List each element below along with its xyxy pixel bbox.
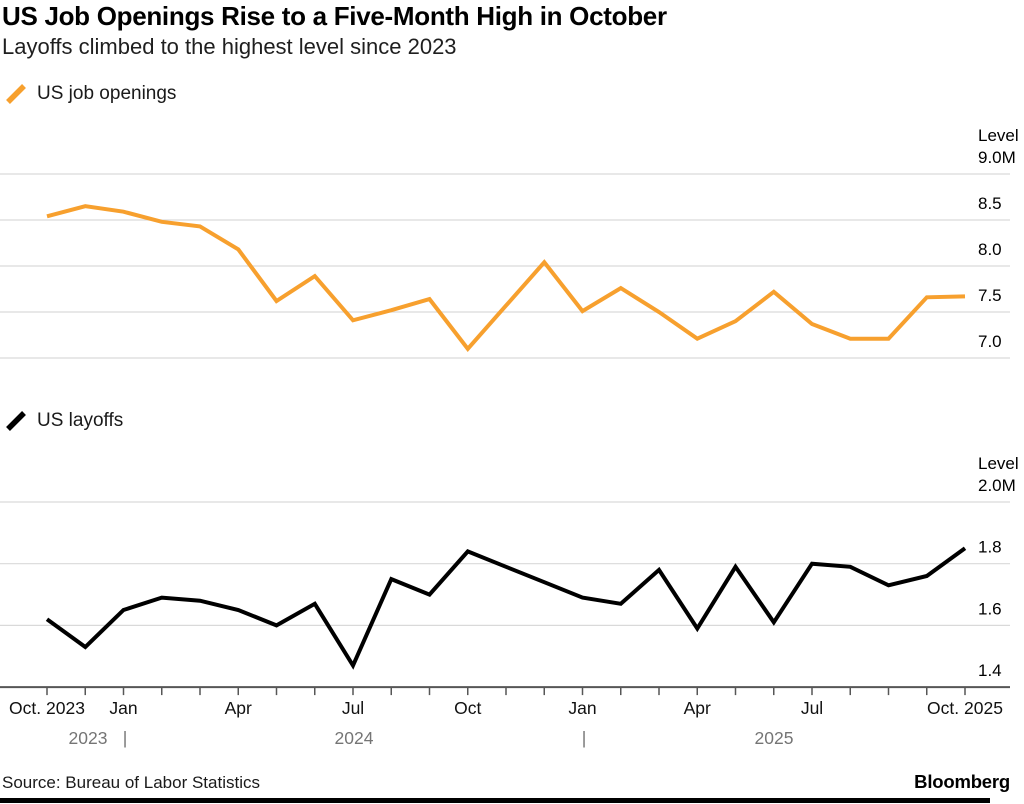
y-tick-label: 9.0M: [978, 148, 1016, 167]
legend-job-openings-label: US job openings: [37, 83, 177, 104]
legend-job-openings: US job openings: [5, 83, 176, 105]
year-label: 2024: [335, 728, 374, 748]
y-tick-label: 1.8: [978, 538, 1002, 557]
month-tick-label: Apr: [225, 698, 252, 718]
y-tick-label: 2.0M: [978, 476, 1016, 495]
legend-layoffs-label: US layoffs: [37, 410, 124, 431]
y-tick-label: 8.5: [978, 194, 1002, 213]
month-tick-label: Oct: [454, 698, 481, 718]
month-tick-label: Jul: [342, 698, 364, 718]
layoffs-line: [45, 546, 967, 670]
black-slash-icon: [6, 411, 26, 431]
y-tick-label: 1.4: [978, 661, 1002, 680]
year-label: 2025: [755, 728, 794, 748]
y-tick-label: 7.5: [978, 286, 1002, 305]
y-axis-header: Level: [978, 454, 1019, 473]
footer-bar: [0, 798, 990, 803]
year-label: 2023: [69, 728, 108, 748]
job-openings-line: [46, 204, 966, 352]
y-tick-label: 1.6: [978, 599, 1002, 618]
year-label: |: [123, 728, 128, 748]
month-tick-label: Oct. 2023: [9, 698, 85, 718]
y-tick-label: 7.0: [978, 332, 1002, 351]
y-axis-header: Level: [978, 126, 1019, 145]
orange-slash-stroke: [6, 84, 26, 104]
source-label: Source: Bureau of Labor Statistics: [2, 773, 260, 792]
y-tick-label: 8.0: [978, 240, 1002, 259]
page-title: US Job Openings Rise to a Five-Month Hig…: [2, 1, 667, 31]
month-tick-label: Jul: [801, 698, 823, 718]
month-tick-label: Apr: [684, 698, 711, 718]
legend-layoffs: US layoffs: [5, 410, 123, 432]
month-tick-label: Jan: [568, 698, 596, 718]
black-slash-stroke: [6, 411, 26, 431]
page-subtitle: Layoffs climbed to the highest level sin…: [2, 34, 457, 59]
orange-slash-icon: [6, 84, 26, 104]
bloomberg-logo: Bloomberg: [914, 771, 1010, 792]
month-tick-label: Jan: [109, 698, 137, 718]
year-label: |: [582, 728, 587, 748]
month-tick-label: Oct. 2025: [927, 698, 1003, 718]
